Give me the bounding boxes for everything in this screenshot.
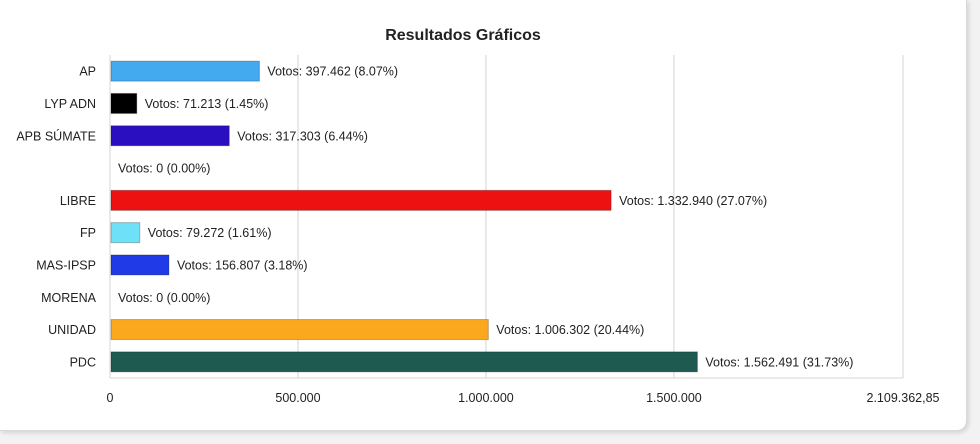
- data-label: Votos: 1.332.940 (27.07%): [619, 194, 767, 208]
- bar: [110, 222, 141, 244]
- data-label: Votos: 79.272 (1.61%): [148, 226, 272, 240]
- category-label: MORENA: [41, 291, 97, 305]
- data-label: Votos: 317.303 (6.44%): [237, 129, 368, 143]
- bar: [110, 189, 612, 211]
- bar: [110, 125, 230, 147]
- category-label: LYP ADN: [44, 97, 96, 111]
- bar: [110, 319, 489, 341]
- category-label: PDC: [70, 355, 96, 369]
- chart-title: Resultados Gráficos: [385, 27, 541, 44]
- x-tick-label: 1.000.000: [458, 391, 514, 405]
- bar: [110, 92, 138, 114]
- bar: [110, 254, 170, 276]
- category-label: UNIDAD: [48, 323, 96, 337]
- x-tick-label: 0: [107, 391, 114, 405]
- data-label: Votos: 0 (0.00%): [118, 291, 210, 305]
- data-label: Votos: 1.562.491 (31.73%): [705, 355, 853, 369]
- x-tick-label: 1.500.000: [646, 391, 702, 405]
- data-label: Votos: 397.462 (8.07%): [267, 65, 398, 79]
- bar-chart: Resultados Gráficos 0 500.000 1.000.000 1.50…: [16, 27, 940, 405]
- category-label: LIBRE: [60, 194, 96, 208]
- chart-card: Resultados Gráficos 0 500.000 1.000.000 1.50…: [0, 0, 967, 431]
- data-label: Votos: 156.807 (3.18%): [177, 258, 308, 272]
- bar: [110, 351, 698, 373]
- category-label: AP: [79, 65, 96, 79]
- x-tick-label: 2.109.362,85: [867, 391, 940, 405]
- category-label: MAS-IPSP: [36, 258, 96, 272]
- category-label: APB SÚMATE: [16, 128, 96, 143]
- data-label: Votos: 0 (0.00%): [118, 162, 210, 176]
- bar: [110, 60, 260, 82]
- data-label: Votos: 1.006.302 (20.44%): [496, 323, 644, 337]
- category-label: FP: [80, 226, 96, 240]
- x-tick-label: 500.000: [275, 391, 320, 405]
- data-label: Votos: 71.213 (1.45%): [145, 97, 269, 111]
